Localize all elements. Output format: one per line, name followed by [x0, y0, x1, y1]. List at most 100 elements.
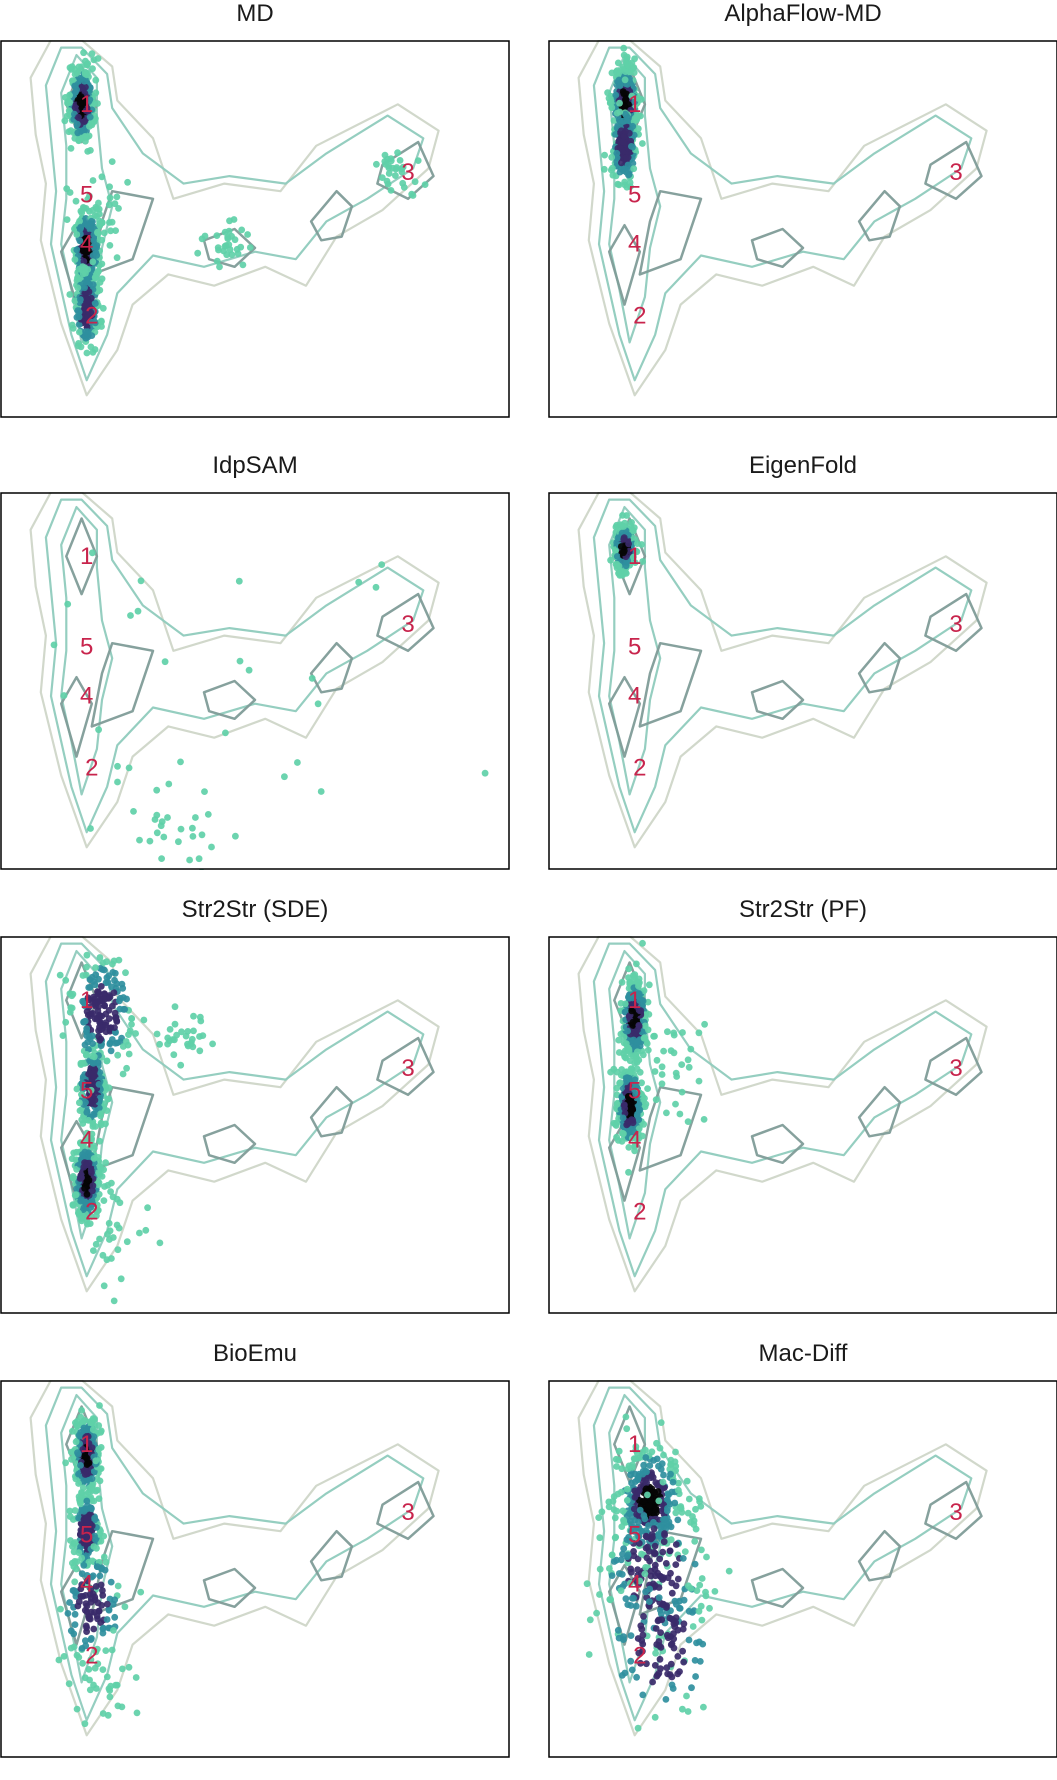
sample-point [195, 855, 203, 863]
sample-point [102, 1558, 110, 1566]
sample-point [671, 1499, 679, 1507]
sample-point [613, 109, 621, 117]
density-contour [607, 675, 642, 758]
sample-point [123, 1064, 130, 1072]
density-contour [65, 517, 99, 596]
sample-point [684, 1509, 692, 1517]
state-label-3: 3 [949, 159, 962, 186]
state-label-1: 1 [80, 543, 93, 570]
sample-point [607, 97, 615, 105]
sample-point [76, 217, 83, 225]
sample-point [664, 1505, 671, 1512]
sample-point [653, 1455, 661, 1463]
sample-point [231, 236, 239, 244]
sample-point [652, 1096, 660, 1104]
sample-point [78, 1497, 85, 1505]
sample-point [75, 308, 83, 316]
sample-point [100, 1282, 108, 1290]
sample-point [96, 1023, 103, 1031]
chart-title: MD [236, 0, 274, 27]
sample-point [107, 1578, 115, 1586]
sample-point [190, 1012, 197, 1020]
sample-point [146, 837, 154, 845]
sample-point [639, 1640, 647, 1648]
sample-point [77, 1585, 85, 1593]
sample-point [86, 192, 93, 200]
sample-point [92, 1457, 100, 1465]
sample-point [98, 1012, 106, 1020]
sample-point [78, 1215, 85, 1222]
sample-point [625, 129, 633, 137]
sample-point [120, 1005, 127, 1013]
sample-point [96, 1477, 104, 1485]
sample-point [658, 1616, 666, 1624]
density-contour [44, 942, 425, 1278]
sample-point [76, 328, 83, 336]
sample-point [396, 157, 404, 164]
sample-point [679, 1647, 686, 1655]
sample-point [598, 1508, 606, 1516]
sample-point [75, 1549, 83, 1556]
sample-point [610, 1558, 618, 1565]
sample-point [85, 1176, 93, 1184]
sample-point [108, 983, 115, 991]
sample-point [685, 1636, 693, 1644]
sample-point [687, 1045, 695, 1053]
sample-point [81, 302, 89, 309]
sample-point [653, 1672, 661, 1680]
sample-point [672, 1561, 680, 1568]
sample-point [620, 549, 627, 557]
sample-point [629, 1052, 637, 1060]
sample-point [119, 1043, 127, 1050]
sample-point [125, 1050, 133, 1058]
sample-point [608, 1572, 616, 1579]
sample-point [119, 1665, 126, 1673]
sample-point [385, 162, 392, 170]
sample-point [199, 1032, 207, 1039]
sample-point [79, 1059, 87, 1067]
sample-point [111, 976, 118, 984]
density-contour [44, 46, 425, 382]
sample-point [637, 1659, 644, 1667]
state-label-5: 5 [80, 182, 93, 209]
sample-point [75, 1514, 82, 1522]
sample-point [633, 992, 641, 999]
sample-point [642, 1532, 650, 1540]
sample-point [122, 1038, 130, 1045]
density-contour [924, 1036, 983, 1097]
sample-point [628, 59, 636, 67]
sample-point [81, 284, 88, 292]
sample-point [60, 692, 68, 699]
sample-point [71, 135, 79, 142]
sample-point [651, 1662, 659, 1669]
sample-point [78, 1080, 86, 1088]
sample-point [651, 1542, 659, 1550]
sample-point [99, 1587, 106, 1594]
density-contour [750, 1123, 805, 1165]
state-label-5: 5 [628, 1078, 641, 1105]
sample-point [642, 1588, 649, 1596]
sample-point [175, 838, 182, 846]
sample-point [99, 1591, 107, 1599]
sample-point [99, 1666, 107, 1673]
sample-point [83, 1624, 90, 1632]
sample-point [635, 1470, 643, 1478]
sample-point [630, 553, 637, 561]
state-label-5: 5 [628, 182, 641, 209]
sample-point [639, 1132, 646, 1140]
sample-point [86, 113, 94, 121]
sample-point [91, 1664, 99, 1672]
sample-point [639, 1691, 647, 1699]
sample-point [98, 323, 105, 330]
sample-point [683, 1477, 691, 1485]
sample-point [95, 1422, 103, 1429]
sample-point [137, 577, 145, 585]
chart-panel: Str2Str (SDE) 1 2 3 4 5 [0, 896, 510, 1316]
sample-point [153, 1030, 161, 1038]
sample-point [655, 1462, 662, 1470]
sample-point [636, 1068, 644, 1076]
sample-point [112, 1014, 119, 1022]
sample-point [634, 1518, 642, 1526]
sample-point [613, 1100, 621, 1108]
